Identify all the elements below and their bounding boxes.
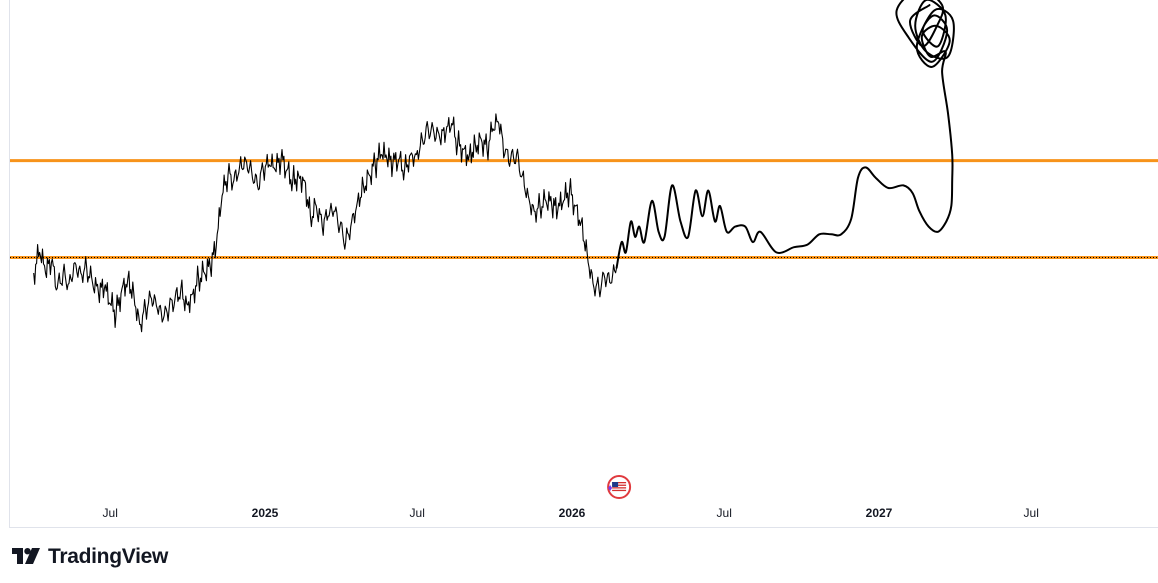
projection-series — [615, 0, 955, 269]
time-axis-tick-label: Jul — [1024, 506, 1039, 520]
us-flag-icon[interactable] — [607, 475, 632, 499]
sparkle-icon — [608, 485, 613, 491]
time-axis-tick-label: 2026 — [559, 506, 586, 520]
price-series — [33, 113, 618, 333]
horizontal-levels — [10, 159, 1158, 259]
price-line[interactable] — [33, 113, 618, 333]
tradingview-logo[interactable]: TradingView — [12, 545, 168, 569]
brand-name: TradingView — [48, 545, 169, 568]
time-axis-tick-label: 2025 — [252, 506, 279, 520]
chart-svg[interactable]: Jul 2025 Jul 2026 Jul 2027 Jul — [0, 0, 1158, 540]
time-axis-tick-label: Jul — [410, 506, 425, 520]
event-markers[interactable] — [607, 475, 632, 499]
tradingview-logo-icon — [12, 548, 40, 564]
time-axis-tick-label: Jul — [103, 506, 118, 520]
projection-line[interactable] — [615, 0, 955, 269]
time-axis-tick-label: Jul — [717, 506, 732, 520]
time-axis: Jul 2025 Jul 2026 Jul 2027 Jul — [103, 506, 1039, 520]
time-axis-tick-label: 2027 — [866, 506, 893, 520]
